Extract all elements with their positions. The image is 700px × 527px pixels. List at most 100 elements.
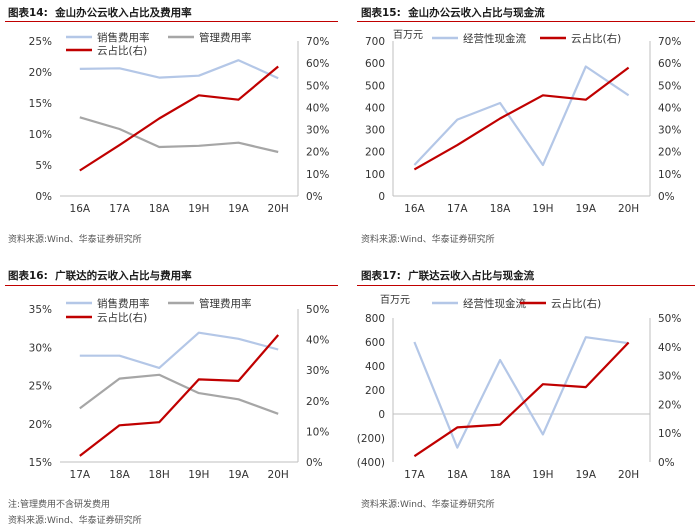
chart-3-legend-label: 云占比(右) bbox=[97, 311, 147, 324]
chart-3-left-tick-label: 25% bbox=[29, 381, 52, 393]
chart-2-right-tick-label: 20% bbox=[658, 147, 681, 159]
panel-2-title-rule bbox=[357, 21, 695, 22]
chart-3-series-3-line bbox=[79, 334, 280, 457]
chart-4-right-tick-label: 30% bbox=[658, 371, 681, 383]
chart-4-left-tick-label: (400) bbox=[357, 457, 385, 469]
chart-1-left-tick-label: 0% bbox=[35, 191, 52, 203]
chart-1-right-tick-label: 70% bbox=[306, 36, 329, 48]
panel-4-title: 图表17: 广联达云收入占比与现金流 bbox=[361, 268, 534, 283]
panel-4-source: 资料来源:Wind、华泰证券研究所 bbox=[361, 500, 495, 510]
chart-4-category-label: 18A bbox=[490, 469, 511, 481]
chart-4-left-tick-label: 800 bbox=[365, 313, 385, 325]
chart-4-left-tick-label: (200) bbox=[357, 433, 385, 445]
chart-1-left-tick-label: 15% bbox=[29, 98, 52, 110]
panel-4-title-text: 广联达云收入占比与现金流 bbox=[408, 270, 535, 282]
chart-1-left-tick-label: 10% bbox=[29, 129, 52, 141]
chart-3-category-label: 18H bbox=[149, 469, 170, 481]
chart-2-left-tick-label: 0 bbox=[378, 191, 385, 203]
chart-2-left-tick-label: 500 bbox=[365, 80, 385, 92]
chart-1-series-1-line bbox=[79, 59, 279, 80]
chart-2-category-label: 20H bbox=[618, 203, 639, 215]
chart-4-left-tick-label: 0 bbox=[378, 409, 385, 421]
chart-1-series-3-line bbox=[79, 65, 279, 172]
panel-3-title: 图表16: 广联达的云收入占比与费用率 bbox=[8, 268, 192, 283]
chart-1-right-tick-label: 40% bbox=[306, 102, 329, 114]
chart-1-series-2-line bbox=[79, 116, 279, 154]
chart-4-series-1-line bbox=[413, 336, 629, 449]
chart-2-left-tick-label: 400 bbox=[365, 102, 385, 114]
chart-2-left-tick-label: 200 bbox=[365, 147, 385, 159]
chart-2-category-label: 18A bbox=[490, 203, 511, 215]
chart-4-left-tick-label: 600 bbox=[365, 337, 385, 349]
chart-4-left-tick-label: 200 bbox=[365, 385, 385, 397]
chart-2-legend-label: 经营性现金流 bbox=[463, 32, 526, 45]
panel-3-title-rule bbox=[5, 285, 338, 286]
chart-2-right-tick-label: 10% bbox=[658, 169, 681, 181]
chart-1-category-label: 19H bbox=[188, 203, 209, 215]
chart-4-category-label: 19H bbox=[532, 469, 553, 481]
panel-1-title-rule bbox=[5, 21, 338, 22]
chart-4-legend-label: 经营性现金流 bbox=[463, 297, 526, 310]
panel-3-source: 资料来源:Wind、华泰证券研究所 bbox=[8, 516, 142, 526]
chart-3-legend-label: 销售费用率 bbox=[97, 297, 150, 310]
chart-1-right-tick-label: 30% bbox=[306, 125, 329, 137]
chart-3-left-tick-label: 20% bbox=[29, 419, 52, 431]
chart-2-right-tick-label: 50% bbox=[658, 80, 681, 92]
chart-2-category-label: 19A bbox=[575, 203, 596, 215]
chart-1-legend-label: 云占比(右) bbox=[97, 44, 147, 57]
chart-3-right-tick-label: 30% bbox=[306, 365, 329, 377]
chart-3-right-tick-label: 50% bbox=[306, 304, 329, 316]
chart-4-right-tick-label: 50% bbox=[658, 313, 681, 325]
chart-3-left-tick-label: 15% bbox=[29, 457, 52, 469]
chart-1-legend-label: 销售费用率 bbox=[97, 31, 150, 44]
chart-1-legend-label: 管理费用率 bbox=[199, 31, 252, 44]
chart-1-category-label: 20H bbox=[268, 203, 289, 215]
chart-4-category-label: 17A bbox=[404, 469, 425, 481]
chart-2-series-1-line bbox=[413, 65, 630, 167]
chart-1-left-tick-label: 25% bbox=[29, 36, 52, 48]
panel-3-note: 注:管理费用不含研发费用 bbox=[8, 500, 111, 510]
chart-2-category-label: 16A bbox=[404, 203, 425, 215]
chart-1-category-label: 16A bbox=[70, 203, 91, 215]
chart-2-unit-label: 百万元 bbox=[393, 29, 423, 41]
chart-1-left-tick-label: 20% bbox=[29, 67, 52, 79]
chart-2-left-tick-label: 700 bbox=[365, 36, 385, 48]
chart-1-category-label: 19A bbox=[228, 203, 249, 215]
panel-2-figure-label: 图表15: bbox=[361, 7, 401, 19]
panel-2-source: 资料来源:Wind、华泰证券研究所 bbox=[361, 235, 495, 245]
chart-3-left-tick-label: 30% bbox=[29, 342, 52, 354]
chart-4-category-label: 18A bbox=[447, 469, 468, 481]
chart-2-right-tick-label: 0% bbox=[658, 191, 675, 203]
chart-3-series-1-line bbox=[79, 331, 279, 369]
chart-3-series-2-line bbox=[79, 373, 279, 415]
chart-1-right-tick-label: 60% bbox=[306, 58, 329, 70]
chart-2-left-tick-label: 600 bbox=[365, 58, 385, 70]
chart-4-left-tick-label: 400 bbox=[365, 361, 385, 373]
chart-4-right-tick-label: 20% bbox=[658, 399, 681, 411]
chart-3-category-label: 19H bbox=[188, 469, 209, 481]
chart-3-right-tick-label: 10% bbox=[306, 426, 329, 438]
chart-3-category-label: 19A bbox=[228, 469, 249, 481]
panel-2-title: 图表15: 金山办公云收入占比与现金流 bbox=[361, 5, 545, 20]
chart-4-unit-label: 百万元 bbox=[380, 294, 410, 306]
chart-2-category-label: 19H bbox=[532, 203, 553, 215]
chart-3-right-tick-label: 0% bbox=[306, 457, 323, 469]
chart-4-legend-label: 云占比(右) bbox=[551, 297, 601, 310]
chart-4-right-tick-label: 40% bbox=[658, 342, 681, 354]
chart-1-category-label: 18A bbox=[149, 203, 170, 215]
chart-2-left-tick-label: 100 bbox=[365, 169, 385, 181]
panel-1-title-text: 金山办公云收入占比及费用率 bbox=[55, 7, 192, 19]
chart-1-left-tick-label: 5% bbox=[35, 160, 52, 172]
chart-1-right-tick-label: 10% bbox=[306, 169, 329, 181]
chart-3-right-tick-label: 40% bbox=[306, 335, 329, 347]
chart-4-series-2-line bbox=[413, 341, 630, 458]
chart-2-right-tick-label: 70% bbox=[658, 36, 681, 48]
chart-3-right-tick-label: 20% bbox=[306, 396, 329, 408]
panel-3-figure-label: 图表16: bbox=[8, 270, 48, 282]
chart-1-category-label: 17A bbox=[109, 203, 130, 215]
chart-4-right-tick-label: 10% bbox=[658, 428, 681, 440]
chart-3-category-label: 18A bbox=[109, 469, 130, 481]
panel-4-title-rule bbox=[357, 285, 695, 286]
chart-3-left-tick-label: 35% bbox=[29, 304, 52, 316]
